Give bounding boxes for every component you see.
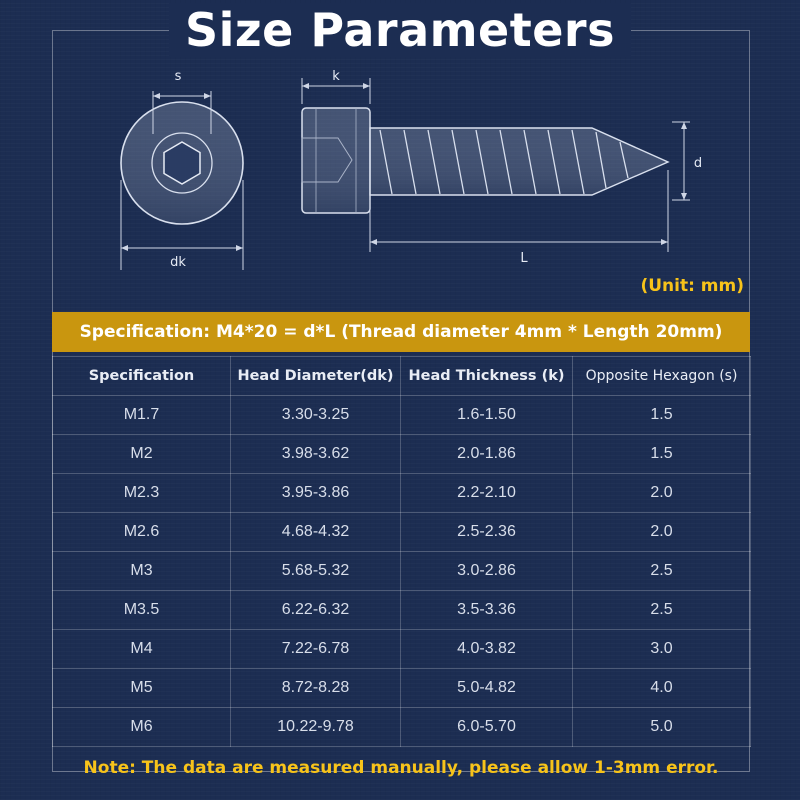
cell-spec: M5	[52, 668, 231, 708]
cell-hexagon: 4.0	[572, 668, 751, 708]
table-row: M3 5.68-5.32 3.0-2.86 2.5	[52, 551, 751, 591]
cell-hexagon: 5.0	[572, 707, 751, 747]
label-k: k	[332, 69, 340, 84]
cell-spec: M2.6	[52, 512, 231, 552]
label-dk: dk	[170, 255, 186, 270]
note-text: Note: The data are measured manually, pl…	[83, 758, 719, 778]
dimension-k: k	[301, 69, 371, 104]
table-row: M3.5 6.22-6.32 3.5-3.36 2.5	[52, 590, 751, 630]
cell-hexagon: 2.0	[572, 473, 751, 513]
cell-hexagon: 2.5	[572, 590, 751, 630]
table-row: M2 3.98-3.62 2.0-1.86 1.5	[52, 434, 751, 474]
header-head-diameter: Head Diameter(dk)	[230, 356, 401, 396]
cell-head-thickness: 3.0-2.86	[400, 551, 573, 591]
cell-head-thickness: 2.0-1.86	[400, 434, 573, 474]
dimension-dk: dk	[120, 180, 244, 270]
cell-head-thickness: 1.6-1.50	[400, 395, 573, 435]
hexagon-socket-icon	[163, 141, 201, 185]
dimension-L: L	[369, 170, 669, 266]
cell-spec: M6	[52, 707, 231, 747]
header-specification: Specification	[52, 356, 231, 396]
cell-head-thickness: 6.0-5.70	[400, 707, 573, 747]
cell-head-diameter: 6.22-6.32	[230, 590, 401, 630]
label-s: s	[175, 69, 182, 84]
cell-spec: M1.7	[52, 395, 231, 435]
dimension-d: d	[672, 121, 702, 201]
cell-head-diameter: 10.22-9.78	[230, 707, 401, 747]
cell-head-diameter: 7.22-6.78	[230, 629, 401, 669]
cell-spec: M3	[52, 551, 231, 591]
cell-hexagon: 2.5	[572, 551, 751, 591]
cell-head-thickness: 5.0-4.82	[400, 668, 573, 708]
screw-diagram: s dk	[120, 69, 702, 270]
cell-head-thickness: 3.5-3.36	[400, 590, 573, 630]
page-title: Size Parameters	[168, 3, 631, 57]
cell-hexagon: 2.0	[572, 512, 751, 552]
table-header-row: Specification Head Diameter(dk) Head Thi…	[52, 356, 751, 396]
cell-hexagon: 1.5	[572, 395, 751, 435]
table-row: M4 7.22-6.78 4.0-3.82 3.0	[52, 629, 751, 669]
cell-hexagon: 1.5	[572, 434, 751, 474]
cell-head-thickness: 4.0-3.82	[400, 629, 573, 669]
cell-head-thickness: 2.5-2.36	[400, 512, 573, 552]
table-row: M2.3 3.95-3.86 2.2-2.10 2.0	[52, 473, 751, 513]
header-head-thickness: Head Thickness (k)	[400, 356, 573, 396]
table-row: M1.7 3.30-3.25 1.6-1.50 1.5	[52, 395, 751, 435]
cell-head-diameter: 4.68-4.32	[230, 512, 401, 552]
screw-side-view	[301, 107, 670, 214]
cell-hexagon: 3.0	[572, 629, 751, 669]
cell-head-thickness: 2.2-2.10	[400, 473, 573, 513]
cell-head-diameter: 3.98-3.62	[230, 434, 401, 474]
unit-label: (Unit: mm)	[640, 276, 744, 296]
title-bar: Size Parameters	[0, 0, 800, 60]
header-opposite-hexagon: Opposite Hexagon (s)	[572, 356, 751, 396]
cell-head-diameter: 3.95-3.86	[230, 473, 401, 513]
cell-spec: M2	[52, 434, 231, 474]
label-L: L	[520, 251, 528, 266]
cell-head-diameter: 8.72-8.28	[230, 668, 401, 708]
label-d: d	[694, 156, 702, 171]
spec-banner: Specification: M4*20 = d*L (Thread diame…	[52, 312, 750, 352]
table-row: M6 10.22-9.78 6.0-5.70 5.0	[52, 707, 751, 747]
cell-spec: M2.3	[52, 473, 231, 513]
cell-spec: M4	[52, 629, 231, 669]
head-top-view	[120, 101, 244, 225]
size-table: Specification Head Diameter(dk) Head Thi…	[52, 356, 751, 747]
table-row: M2.6 4.68-4.32 2.5-2.36 2.0	[52, 512, 751, 552]
cell-head-diameter: 3.30-3.25	[230, 395, 401, 435]
dimension-s: s	[152, 69, 212, 134]
cell-head-diameter: 5.68-5.32	[230, 551, 401, 591]
cell-spec: M3.5	[52, 590, 231, 630]
table-row: M5 8.72-8.28 5.0-4.82 4.0	[52, 668, 751, 708]
